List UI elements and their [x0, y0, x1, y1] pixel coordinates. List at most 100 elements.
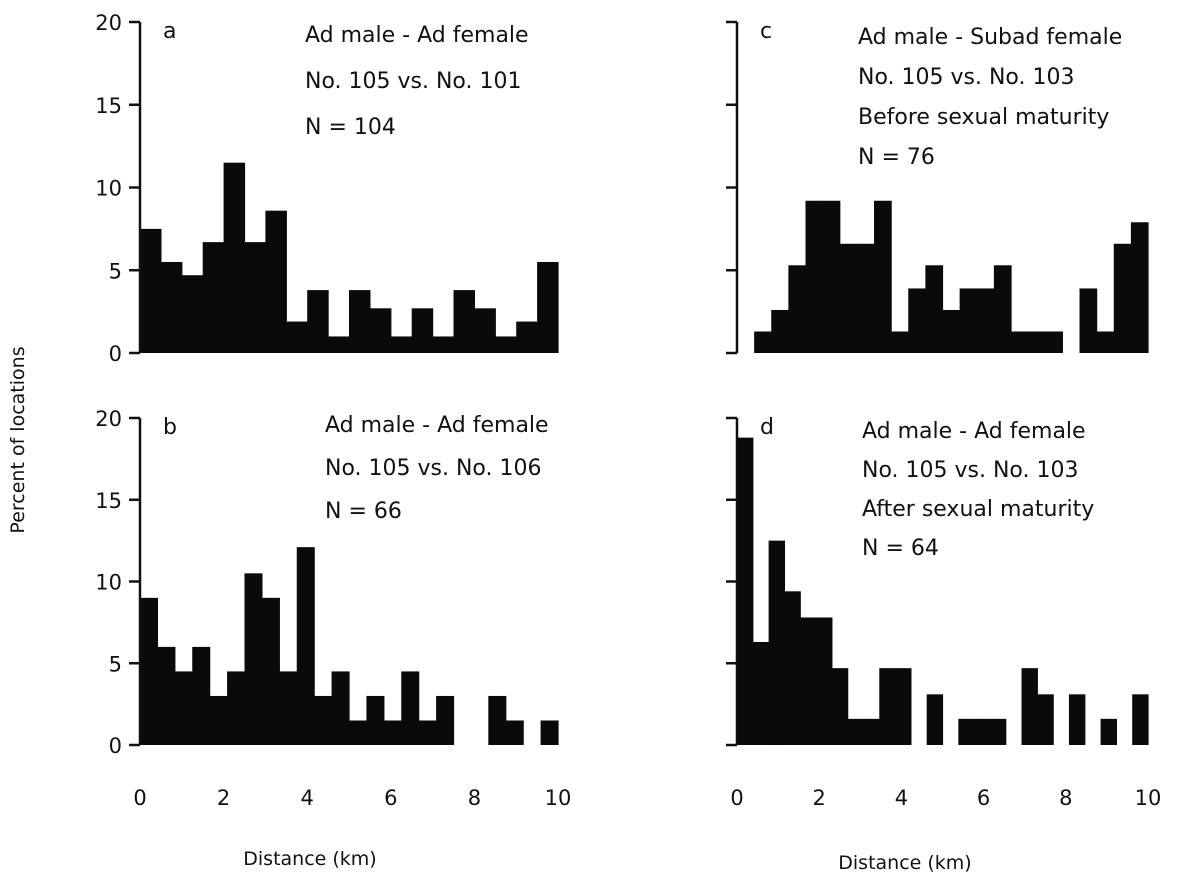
- bar-c-23: [1130, 222, 1149, 353]
- bar-b-23: [540, 720, 559, 745]
- panel-letter-a: a: [163, 19, 176, 44]
- bar-d-18: [1021, 668, 1038, 745]
- bar-b-2: [174, 671, 193, 745]
- bar-c-18: [1045, 331, 1063, 353]
- bar-c-12: [942, 309, 961, 353]
- bar-d-1: [752, 642, 770, 745]
- annotation-d-1: No. 105 vs. No. 103: [862, 458, 1078, 483]
- bar-b-1: [157, 646, 176, 745]
- bar-a-17: [495, 336, 517, 353]
- bar-c-3: [788, 265, 807, 353]
- bar-d-2: [768, 540, 786, 746]
- bar-a-7: [286, 321, 308, 353]
- bar-a-11: [369, 308, 392, 353]
- bar-c-9: [891, 331, 909, 353]
- annotation-b-1: No. 105 vs. No. 106: [325, 456, 541, 481]
- panel-letter-c: c: [760, 19, 772, 44]
- x-tick-label-d-1: 2: [813, 786, 826, 810]
- bar-d-19: [1037, 694, 1054, 745]
- bar-a-15: [453, 290, 475, 353]
- x-tick-label-b-4: 8: [468, 786, 481, 810]
- bar-b-13: [366, 695, 385, 745]
- bar-c-13: [959, 288, 978, 353]
- x-tick-label-b-1: 2: [217, 786, 230, 810]
- y-tick-label-a-4: 20: [95, 11, 122, 35]
- bar-c-10: [908, 288, 926, 353]
- bar-b-12: [349, 720, 368, 745]
- y-tick-label-b-1: 5: [109, 652, 122, 676]
- bar-b-15: [401, 671, 420, 745]
- bar-c-14: [976, 288, 995, 353]
- x-tick-label-d-3: 6: [977, 786, 990, 810]
- bar-d-21: [1068, 694, 1086, 745]
- bar-c-5: [822, 200, 841, 353]
- annotation-c-1: No. 105 vs. No. 103: [858, 65, 1074, 90]
- bar-b-17: [436, 695, 455, 745]
- annotation-b-2: N = 66: [325, 499, 402, 524]
- bars-layer: [140, 162, 1149, 746]
- bar-d-14: [958, 718, 975, 745]
- bar-c-2: [771, 309, 789, 353]
- annotation-d-0: Ad male - Ad female: [862, 419, 1086, 444]
- bar-b-10: [314, 695, 333, 745]
- bar-a-0: [140, 228, 162, 354]
- bar-b-4: [209, 695, 228, 745]
- bar-b-6: [244, 573, 263, 745]
- y-tick-label-b-3: 15: [95, 489, 122, 513]
- bar-b-16: [418, 720, 437, 745]
- bar-d-5: [816, 617, 833, 745]
- bar-c-22: [1113, 243, 1132, 353]
- x-tick-label-b-5: 10: [545, 786, 572, 810]
- bar-a-18: [516, 321, 538, 353]
- x-tick-label-b-0: 0: [133, 786, 146, 810]
- bar-d-16: [989, 718, 1007, 745]
- axes-layer: [129, 20, 739, 747]
- bar-d-9: [879, 668, 896, 745]
- bar-b-11: [331, 671, 350, 745]
- x-tick-label-d-0: 0: [730, 786, 743, 810]
- y-tick-label-b-2: 10: [95, 571, 122, 595]
- bar-c-8: [874, 200, 892, 353]
- bar-d-8: [863, 718, 880, 745]
- annotation-c-2: Before sexual maturity: [858, 105, 1109, 130]
- panel-letter-d: d: [760, 415, 774, 440]
- annotation-a-2: N = 104: [305, 115, 396, 140]
- annotation-a-1: No. 105 vs. No. 101: [305, 69, 521, 94]
- bar-a-14: [432, 336, 455, 353]
- bar-d-12: [926, 694, 944, 745]
- bar-c-16: [1011, 331, 1029, 353]
- bar-d-0: [737, 437, 754, 745]
- bar-a-6: [265, 210, 287, 353]
- bar-a-13: [411, 308, 434, 353]
- bar-a-3: [202, 242, 225, 353]
- bar-a-5: [244, 242, 266, 353]
- x-tick-label-d-2: 4: [895, 786, 908, 810]
- annotation-d-2: After sexual maturity: [862, 497, 1094, 522]
- bar-c-11: [925, 265, 944, 353]
- bar-c-21: [1096, 331, 1115, 353]
- bar-a-8: [307, 290, 329, 353]
- bar-d-10: [895, 668, 912, 745]
- bar-d-3: [784, 591, 801, 745]
- x-tick-label-b-3: 6: [384, 786, 397, 810]
- bar-a-4: [223, 162, 246, 353]
- bar-b-9: [296, 547, 315, 745]
- annotation-c-3: N = 76: [858, 145, 935, 170]
- bar-d-25: [1132, 694, 1149, 745]
- annotation-b-0: Ad male - Ad female: [325, 413, 549, 438]
- bar-d-23: [1100, 718, 1117, 745]
- x-tick-label-b-2: 4: [301, 786, 314, 810]
- panel-letter-b: b: [163, 415, 177, 440]
- annotations-layer: a Ad male - Ad female No. 105 vs. No. 101 N…: [163, 19, 1122, 561]
- bar-a-12: [390, 336, 413, 353]
- bar-d-15: [974, 718, 991, 745]
- bar-b-21: [505, 720, 524, 745]
- y-tick-label-a-2: 10: [95, 177, 122, 201]
- bar-a-19: [537, 261, 559, 353]
- bar-c-4: [805, 200, 824, 353]
- bar-c-6: [839, 243, 858, 353]
- bar-b-20: [488, 695, 507, 745]
- bar-b-8: [279, 671, 298, 745]
- bar-a-10: [349, 290, 371, 353]
